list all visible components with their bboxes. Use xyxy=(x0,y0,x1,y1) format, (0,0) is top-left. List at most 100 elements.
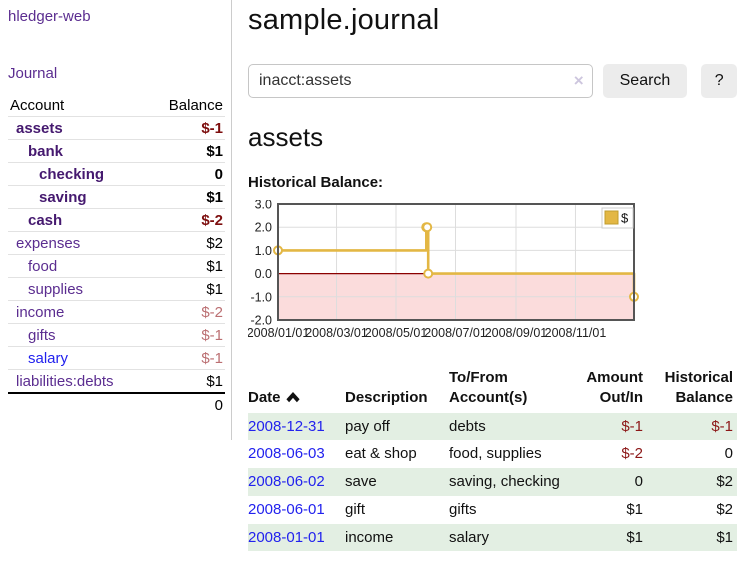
sidebar-item-journal[interactable]: Journal xyxy=(8,65,58,82)
register-header-date[interactable]: Date xyxy=(248,366,345,413)
transaction-amount: $-1 xyxy=(621,417,643,435)
account-row: gifts $-1 xyxy=(8,323,225,347)
sidebar-account-checking[interactable]: checking xyxy=(39,165,105,183)
sidebar-account-cash[interactable]: cash xyxy=(28,211,63,229)
sidebar-account-salary[interactable]: salary xyxy=(28,349,69,367)
register-header-balance: Historical Balance xyxy=(664,369,733,407)
account-row: cash $-2 xyxy=(8,208,225,232)
transaction-description: eat & shop xyxy=(345,445,417,463)
svg-text:2.0: 2.0 xyxy=(255,221,272,235)
sidebar-account-income[interactable]: income xyxy=(16,303,65,321)
account-row: liabilities:debts $1 xyxy=(8,369,225,393)
svg-text:-1.0: -1.0 xyxy=(250,290,272,304)
sidebar-account-bank[interactable]: bank xyxy=(28,142,64,160)
search-button[interactable]: Search xyxy=(602,64,688,98)
transaction-accounts: debts xyxy=(449,417,486,435)
account-row: income $-2 xyxy=(8,300,225,324)
page-title: sample.journal xyxy=(248,4,440,36)
accounts-total-row: 0 xyxy=(8,392,225,416)
sidebar-account-liabilities-debts[interactable]: liabilities:debts xyxy=(16,372,114,390)
accounts-header-account: Account xyxy=(10,96,65,114)
transaction-balance: $2 xyxy=(716,500,733,518)
svg-text:-2.0: -2.0 xyxy=(250,314,272,328)
account-row: checking 0 xyxy=(8,162,225,186)
search-input[interactable] xyxy=(248,64,593,98)
register-row: 2008-06-01 gift gifts $1 $2 xyxy=(248,496,737,524)
account-page-title: assets xyxy=(248,122,324,152)
account-balance: $1 xyxy=(148,254,225,278)
transaction-amount: 0 xyxy=(634,473,643,490)
accounts-tree-table: Account Balance assets $-1 bank $1 checkin… xyxy=(8,94,225,416)
accounts-total-value: 0 xyxy=(148,392,225,416)
transaction-date-link[interactable]: 2008-06-03 xyxy=(248,445,325,463)
register-row: 2008-12-31 pay off debts $-1 $-1 xyxy=(248,412,737,441)
svg-text:$: $ xyxy=(621,211,629,226)
transaction-balance: 0 xyxy=(724,445,733,463)
account-balance: $-1 xyxy=(148,116,225,140)
register-row: 2008-01-01 income salary $1 $1 xyxy=(248,523,737,552)
app-title-link[interactable]: hledger-web xyxy=(8,8,91,25)
historical-balance-chart: 3.0 2.0 1.0 0.0 -1.0 -2.0 2008/01/01 2008/03/01… xyxy=(247,198,737,349)
transaction-amount: $1 xyxy=(626,500,643,518)
transaction-accounts: saving, checking xyxy=(449,473,560,490)
account-row: supplies $1 xyxy=(8,277,225,301)
transaction-description: income xyxy=(345,528,394,546)
register-header-accounts: To/From Account(s) xyxy=(449,369,528,407)
transaction-balance: $1 xyxy=(716,528,733,546)
account-balance: $-1 xyxy=(148,346,225,370)
account-row: saving $1 xyxy=(8,185,225,209)
svg-text:2008/03/01: 2008/03/01 xyxy=(305,326,368,340)
sidebar-account-assets[interactable]: assets xyxy=(16,119,63,137)
sidebar-account-food[interactable]: food xyxy=(28,257,58,275)
sidebar-account-expenses[interactable]: expenses xyxy=(16,234,81,252)
sidebar-account-supplies[interactable]: supplies xyxy=(28,280,84,298)
svg-text:0.0: 0.0 xyxy=(255,267,272,281)
transaction-date-link[interactable]: 2008-01-01 xyxy=(248,528,325,546)
account-balance: 0 xyxy=(148,162,225,186)
account-balance: $-2 xyxy=(148,208,225,232)
account-row: bank $1 xyxy=(8,139,225,163)
transaction-amount: $-2 xyxy=(621,445,643,463)
svg-text:3.0: 3.0 xyxy=(255,200,272,212)
account-balance: $1 xyxy=(148,369,225,393)
transaction-balance: $2 xyxy=(716,473,733,490)
account-balance: $2 xyxy=(148,231,225,255)
svg-text:2008/07/01: 2008/07/01 xyxy=(424,326,487,340)
sidebar: hledger-web Journal Account Balance asse… xyxy=(0,0,232,440)
sidebar-account-gifts[interactable]: gifts xyxy=(28,326,56,344)
search-box: × xyxy=(248,64,593,98)
search-bar: × Search ? xyxy=(248,64,737,98)
transaction-amount: $1 xyxy=(626,528,643,546)
account-row: food $1 xyxy=(8,254,225,278)
chart-heading: Historical Balance: xyxy=(248,174,384,191)
account-balance: $1 xyxy=(148,185,225,209)
account-balance: $1 xyxy=(148,277,225,301)
account-balance: $-1 xyxy=(148,323,225,347)
register-row: 2008-06-02 save saving, checking 0 $2 xyxy=(248,468,737,496)
svg-text:2008/01/01: 2008/01/01 xyxy=(248,326,309,340)
sidebar-account-saving[interactable]: saving xyxy=(39,188,87,206)
account-row: salary $-1 xyxy=(8,346,225,370)
register-row: 2008-06-03 eat & shop food, supplies $-2… xyxy=(248,440,737,468)
account-row: expenses $2 xyxy=(8,231,225,255)
transaction-date-link[interactable]: 2008-06-02 xyxy=(248,473,325,490)
balance-chart-svg: 3.0 2.0 1.0 0.0 -1.0 -2.02008/01/012008/03/01… xyxy=(247,198,639,340)
register-table: Date Description To/From Account(s) Amoun… xyxy=(248,366,737,552)
accounts-header-balance: Balance xyxy=(168,96,223,114)
transaction-description: gift xyxy=(345,500,366,518)
svg-text:2008/05/01: 2008/05/01 xyxy=(365,326,428,340)
clear-search-icon[interactable]: × xyxy=(573,71,584,90)
transaction-date-link[interactable]: 2008-06-01 xyxy=(248,500,325,518)
svg-text:2008/09/01: 2008/09/01 xyxy=(485,326,548,340)
transaction-balance: $-1 xyxy=(711,417,733,435)
register-header-amount: Amount Out/In xyxy=(586,369,643,407)
main-content: sample.journal × Search ? assets Histori… xyxy=(247,0,737,552)
account-balance: $1 xyxy=(148,139,225,163)
transaction-accounts: food, supplies xyxy=(449,445,542,463)
help-button[interactable]: ? xyxy=(701,64,737,98)
account-balance: $-2 xyxy=(148,300,225,324)
register-header-row: Date Description To/From Account(s) Amoun… xyxy=(248,366,737,413)
transaction-date-link[interactable]: 2008-12-31 xyxy=(248,417,325,435)
svg-text:1.0: 1.0 xyxy=(255,244,272,258)
sort-asc-icon xyxy=(285,392,300,403)
